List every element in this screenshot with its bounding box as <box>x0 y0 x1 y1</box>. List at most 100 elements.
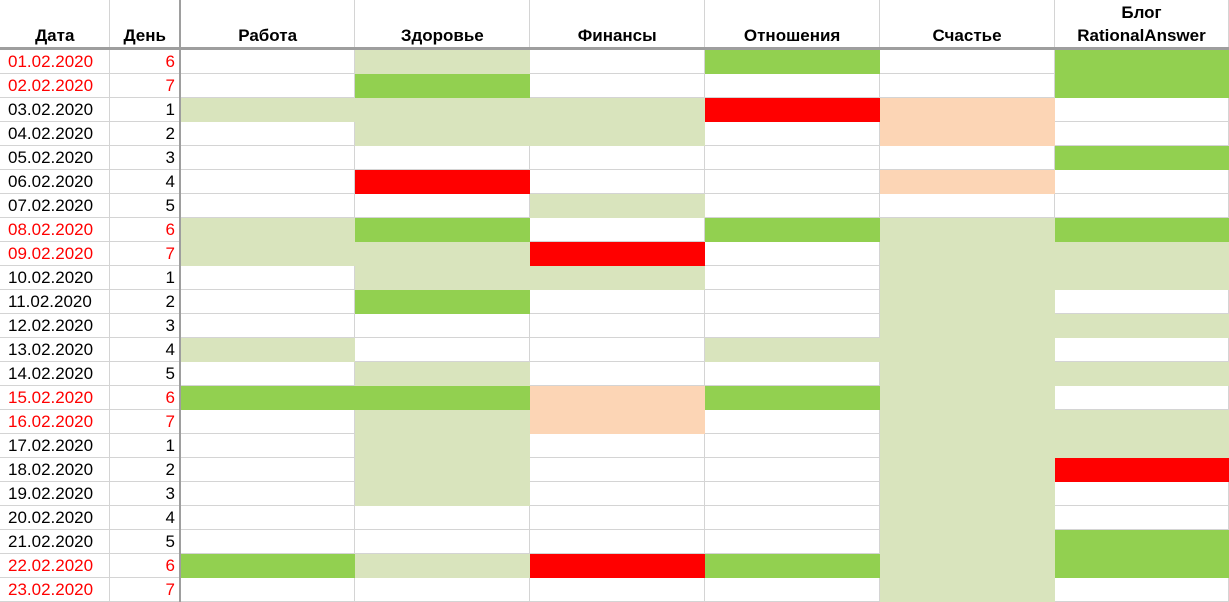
relationships-cell[interactable] <box>704 193 881 218</box>
date-cell[interactable]: 02.02.2020 <box>0 73 111 98</box>
work-cell[interactable] <box>179 337 356 362</box>
work-cell[interactable] <box>179 385 356 410</box>
day-cell[interactable]: 1 <box>109 97 181 122</box>
happiness-cell[interactable] <box>879 121 1055 146</box>
finance-cell[interactable] <box>529 217 706 242</box>
day-cell[interactable]: 7 <box>109 241 181 266</box>
finance-cell[interactable] <box>529 553 706 578</box>
health-cell[interactable] <box>354 361 531 386</box>
day-cell[interactable]: 5 <box>109 193 181 218</box>
finance-cell[interactable] <box>529 145 706 170</box>
happiness-cell[interactable] <box>879 481 1055 506</box>
finance-cell[interactable] <box>529 241 706 266</box>
date-cell[interactable]: 03.02.2020 <box>0 97 111 122</box>
happiness-cell[interactable] <box>879 577 1055 602</box>
header-relationships[interactable]: Отношения <box>704 0 881 49</box>
work-cell[interactable] <box>179 433 356 458</box>
blog-cell[interactable] <box>1054 577 1229 602</box>
finance-cell[interactable] <box>529 73 706 98</box>
finance-cell[interactable] <box>529 48 706 74</box>
happiness-cell[interactable] <box>879 145 1055 170</box>
day-cell[interactable]: 2 <box>109 289 181 314</box>
relationships-cell[interactable] <box>704 145 881 170</box>
health-cell[interactable] <box>354 529 531 554</box>
work-cell[interactable] <box>179 265 356 290</box>
finance-cell[interactable] <box>529 481 706 506</box>
date-cell[interactable]: 17.02.2020 <box>0 433 111 458</box>
date-cell[interactable]: 07.02.2020 <box>0 193 111 218</box>
date-cell[interactable]: 12.02.2020 <box>0 313 111 338</box>
work-cell[interactable] <box>179 73 356 98</box>
work-cell[interactable] <box>179 217 356 242</box>
header-finance[interactable]: Финансы <box>529 0 706 49</box>
blog-cell[interactable] <box>1054 193 1229 218</box>
finance-cell[interactable] <box>529 529 706 554</box>
happiness-cell[interactable] <box>879 361 1055 386</box>
health-cell[interactable] <box>354 121 531 146</box>
day-cell[interactable]: 7 <box>109 73 181 98</box>
work-cell[interactable] <box>179 505 356 530</box>
work-cell[interactable] <box>179 121 356 146</box>
blog-cell[interactable] <box>1054 145 1229 170</box>
health-cell[interactable] <box>354 73 531 98</box>
header-date[interactable]: Дата <box>0 0 111 49</box>
finance-cell[interactable] <box>529 193 706 218</box>
health-cell[interactable] <box>354 169 531 194</box>
happiness-cell[interactable] <box>879 529 1055 554</box>
date-cell[interactable]: 04.02.2020 <box>0 121 111 146</box>
work-cell[interactable] <box>179 193 356 218</box>
work-cell[interactable] <box>179 289 356 314</box>
work-cell[interactable] <box>179 457 356 482</box>
happiness-cell[interactable] <box>879 217 1055 242</box>
relationships-cell[interactable] <box>704 97 881 122</box>
health-cell[interactable] <box>354 553 531 578</box>
happiness-cell[interactable] <box>879 169 1055 194</box>
date-cell[interactable]: 19.02.2020 <box>0 481 111 506</box>
happiness-cell[interactable] <box>879 385 1055 410</box>
blog-cell[interactable] <box>1054 409 1229 434</box>
relationships-cell[interactable] <box>704 289 881 314</box>
relationships-cell[interactable] <box>704 169 881 194</box>
blog-cell[interactable] <box>1054 169 1229 194</box>
relationships-cell[interactable] <box>704 553 881 578</box>
happiness-cell[interactable] <box>879 241 1055 266</box>
date-cell[interactable]: 20.02.2020 <box>0 505 111 530</box>
blog-cell[interactable] <box>1054 73 1229 98</box>
day-cell[interactable]: 7 <box>109 409 181 434</box>
happiness-cell[interactable] <box>879 433 1055 458</box>
finance-cell[interactable] <box>529 577 706 602</box>
date-cell[interactable]: 14.02.2020 <box>0 361 111 386</box>
date-cell[interactable]: 23.02.2020 <box>0 577 111 602</box>
day-cell[interactable]: 2 <box>109 457 181 482</box>
health-cell[interactable] <box>354 241 531 266</box>
finance-cell[interactable] <box>529 385 706 410</box>
relationships-cell[interactable] <box>704 457 881 482</box>
blog-cell[interactable] <box>1054 313 1229 338</box>
day-cell[interactable]: 3 <box>109 481 181 506</box>
work-cell[interactable] <box>179 553 356 578</box>
date-cell[interactable]: 15.02.2020 <box>0 385 111 410</box>
finance-cell[interactable] <box>529 433 706 458</box>
happiness-cell[interactable] <box>879 409 1055 434</box>
day-cell[interactable]: 4 <box>109 169 181 194</box>
health-cell[interactable] <box>354 337 531 362</box>
happiness-cell[interactable] <box>879 97 1055 122</box>
blog-cell[interactable] <box>1054 385 1229 410</box>
finance-cell[interactable] <box>529 121 706 146</box>
day-cell[interactable]: 6 <box>109 553 181 578</box>
blog-cell[interactable] <box>1054 529 1229 554</box>
date-cell[interactable]: 08.02.2020 <box>0 217 111 242</box>
relationships-cell[interactable] <box>704 481 881 506</box>
day-cell[interactable]: 6 <box>109 48 181 74</box>
work-cell[interactable] <box>179 313 356 338</box>
health-cell[interactable] <box>354 313 531 338</box>
header-health[interactable]: Здоровье <box>354 0 531 49</box>
blog-cell[interactable] <box>1054 217 1229 242</box>
blog-cell[interactable] <box>1054 48 1229 74</box>
date-cell[interactable]: 13.02.2020 <box>0 337 111 362</box>
day-cell[interactable]: 5 <box>109 529 181 554</box>
happiness-cell[interactable] <box>879 265 1055 290</box>
blog-cell[interactable] <box>1054 361 1229 386</box>
relationships-cell[interactable] <box>704 409 881 434</box>
happiness-cell[interactable] <box>879 337 1055 362</box>
